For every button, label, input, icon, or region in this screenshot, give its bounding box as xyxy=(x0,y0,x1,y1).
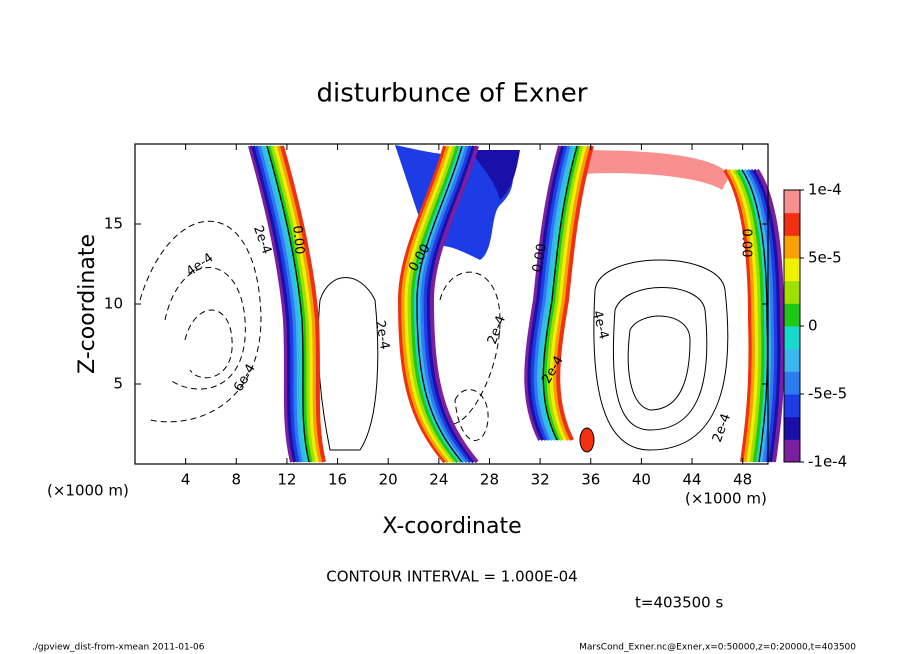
color-band xyxy=(755,168,785,463)
color-band xyxy=(553,145,591,441)
x-tick-label: 16 xyxy=(328,471,347,489)
colorbar-swatch xyxy=(784,190,800,214)
x-tick-label: 36 xyxy=(581,471,600,489)
colorbar-swatch xyxy=(784,235,800,259)
color-band xyxy=(404,145,454,464)
color-band xyxy=(397,145,447,464)
color-band xyxy=(543,145,582,441)
color-band xyxy=(280,145,326,463)
color-band xyxy=(420,145,470,464)
color-band xyxy=(742,168,772,463)
color-band xyxy=(251,145,298,463)
chart-title: disturbunce of Exner xyxy=(317,79,588,109)
contour-label: 4e-4 xyxy=(184,250,217,279)
color-band xyxy=(270,145,317,463)
color-band xyxy=(426,145,476,464)
x-tick-label: 28 xyxy=(480,471,499,489)
color-band xyxy=(530,145,569,441)
color-band xyxy=(407,145,457,464)
color-band xyxy=(524,145,562,441)
y-unit: (×1000 m) xyxy=(47,482,129,500)
footer-right: MarsCond_Exner.nc@Exner,x=0:50000,z=0:20… xyxy=(579,643,856,653)
color-band xyxy=(417,145,467,464)
colorbar-swatch xyxy=(784,394,800,418)
y-tick-label: 15 xyxy=(104,215,123,233)
x-tick-label: 12 xyxy=(277,471,296,489)
colorbar-swatch xyxy=(784,303,800,327)
colorbar-swatch xyxy=(784,326,800,350)
y-tick-label: 10 xyxy=(104,295,123,313)
colorbar-tick-label: 0 xyxy=(808,317,818,335)
x-tick-label: 20 xyxy=(379,471,398,489)
contour-label: 0.00 xyxy=(289,225,306,255)
zero-contour xyxy=(266,145,310,463)
contour-label: 2e-4 xyxy=(372,319,392,350)
color-band xyxy=(533,145,572,441)
color-band xyxy=(729,168,759,463)
color-band xyxy=(527,145,566,441)
footer-left: ./gpview_dist-from-xmean 2011-01-06 xyxy=(32,643,205,653)
colorbar-tick-label: 1e-4 xyxy=(808,181,842,199)
colorbar-swatch xyxy=(784,280,800,304)
color-band xyxy=(736,168,766,463)
color-band xyxy=(556,145,594,441)
colorbar-swatch xyxy=(784,439,800,463)
color-band xyxy=(739,168,769,463)
colorbar-tick-label: -1e-4 xyxy=(808,453,847,471)
color-band xyxy=(248,145,294,463)
color-band xyxy=(537,145,575,441)
color-band xyxy=(429,145,479,464)
contour-label: 4e-4 xyxy=(589,309,611,341)
color-band xyxy=(726,168,756,463)
contour-interval: CONTOUR INTERVAL = 1.000E-04 xyxy=(326,568,577,586)
color-band xyxy=(748,168,779,463)
zero-contour xyxy=(741,169,769,463)
color-band xyxy=(546,145,585,441)
color-bands xyxy=(248,145,785,464)
colorbar-swatch xyxy=(784,258,800,282)
color-band xyxy=(260,145,307,463)
y-axis-label: Z-coordinate xyxy=(75,234,100,374)
color-band xyxy=(549,145,588,441)
contour-label: 6e-4 xyxy=(231,362,259,395)
contour-label: 2e-4 xyxy=(710,412,734,445)
x-tick-label: 32 xyxy=(531,471,550,489)
color-band xyxy=(276,145,323,463)
contour-label: 0.00 xyxy=(739,229,754,258)
x-unit: (×1000 m) xyxy=(685,490,767,508)
time-label: t=403500 s xyxy=(635,594,723,612)
color-band xyxy=(267,145,314,463)
colorbar-swatch xyxy=(784,348,800,372)
color-band xyxy=(410,145,460,464)
zero-contour xyxy=(542,145,578,441)
x-axis-label: X-coordinate xyxy=(382,514,521,539)
color-band xyxy=(254,145,301,463)
x-tick-label: 24 xyxy=(429,471,448,489)
zero-contour xyxy=(416,145,463,463)
color-band xyxy=(723,168,753,463)
x-tick-label: 40 xyxy=(632,471,651,489)
color-band xyxy=(745,168,775,463)
x-tick-label: 8 xyxy=(232,471,242,489)
y-tick-label: 5 xyxy=(113,375,123,393)
color-band xyxy=(732,168,763,463)
color-band xyxy=(257,145,304,463)
colorbar-swatch xyxy=(784,371,800,395)
contour-label: 2e-4 xyxy=(485,314,509,347)
color-band xyxy=(273,145,320,463)
color-band xyxy=(401,145,451,464)
color-band xyxy=(264,145,310,463)
colorbar-tick-label: -5e-5 xyxy=(808,385,847,403)
colorbar-tick-label: 5e-5 xyxy=(808,249,842,267)
colorbar-swatch xyxy=(784,212,800,236)
color-band xyxy=(413,145,463,464)
x-tick-label: 48 xyxy=(733,471,752,489)
color-band xyxy=(540,145,578,441)
colorbar-swatch xyxy=(784,416,800,440)
color-band xyxy=(423,145,473,464)
x-tick-label: 4 xyxy=(181,471,191,489)
contour-label: 0.00 xyxy=(530,242,550,273)
x-tick-label: 44 xyxy=(682,471,701,489)
